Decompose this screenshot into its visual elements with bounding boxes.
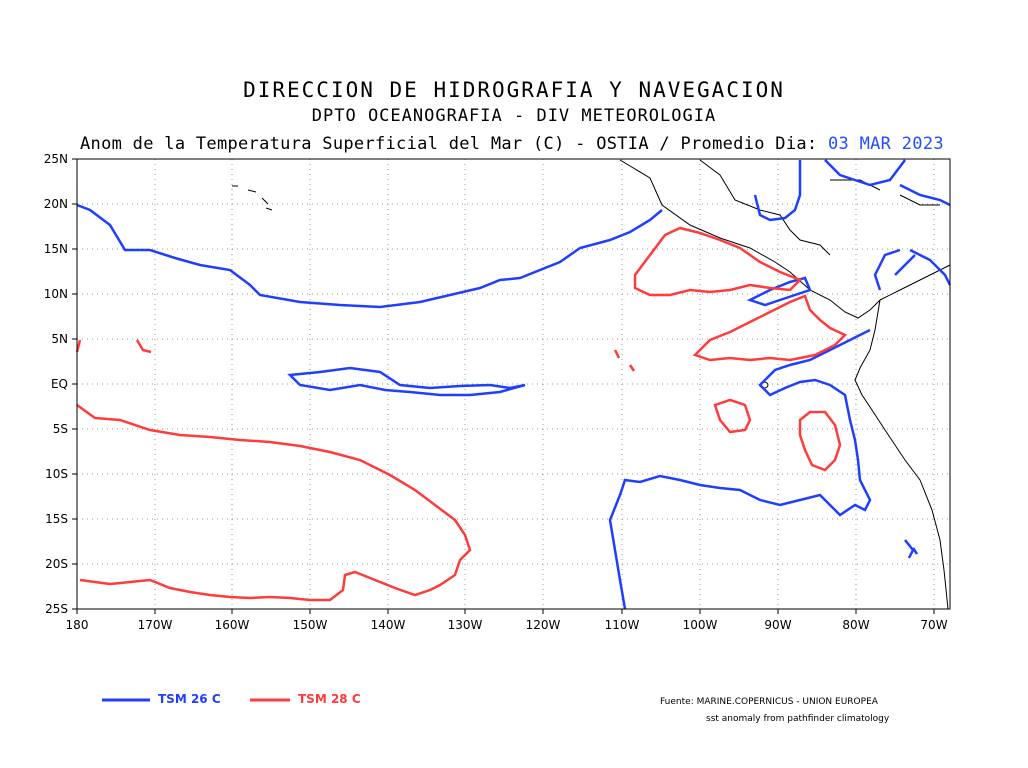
- lat-label: 10S: [45, 467, 68, 481]
- lon-label: 120W: [526, 618, 561, 632]
- map-title: DIRECCION DE HIDROGRAFIA Y NAVEGACION: [243, 78, 785, 102]
- map-product-line: Anom de la Temperatura Superficial del M…: [80, 134, 944, 154]
- lon-label: 180: [66, 618, 89, 632]
- lat-label: 15S: [45, 512, 68, 526]
- lon-label: 150W: [293, 618, 328, 632]
- lon-label: 170W: [138, 618, 173, 632]
- climatology-note: sst anomaly from pathfinder climatology: [706, 714, 890, 724]
- legend-label-26: TSM 26 C: [158, 692, 221, 706]
- lat-label: 15N: [44, 242, 68, 256]
- lat-label: 10N: [44, 287, 68, 301]
- lon-label: 80W: [842, 618, 869, 632]
- lon-label: 70W: [920, 618, 947, 632]
- lon-label: 140W: [371, 618, 406, 632]
- coastlines: [232, 159, 951, 610]
- product-label: Anom de la Temperatura Superficial del M…: [80, 134, 818, 154]
- lat-label: 5S: [53, 422, 68, 436]
- lat-label: EQ: [51, 377, 68, 391]
- tsm-26-contours: [76, 159, 952, 610]
- lat-label: 25N: [44, 152, 68, 166]
- lat-label: 5N: [51, 332, 68, 346]
- lat-label: 20S: [45, 557, 68, 571]
- grid: [77, 159, 950, 609]
- source-note: Fuente: MARINE.COPERNICUS - UNION EUROPE…: [660, 697, 878, 707]
- lat-label: 25S: [45, 602, 68, 616]
- lon-label: 110W: [605, 618, 640, 632]
- lon-label: 160W: [215, 618, 250, 632]
- lon-label: 100W: [683, 618, 718, 632]
- legend-label-28: TSM 28 C: [298, 692, 361, 706]
- lon-label: 130W: [448, 618, 483, 632]
- map-subtitle: DPTO OCEANOGRAFIA - DIV METEOROLOGIA: [311, 106, 717, 126]
- tsm-28-contours: [75, 226, 848, 602]
- lat-label: 20N: [44, 197, 68, 211]
- lon-label: 90W: [764, 618, 791, 632]
- date-label: 03 MAR 2023: [828, 134, 944, 154]
